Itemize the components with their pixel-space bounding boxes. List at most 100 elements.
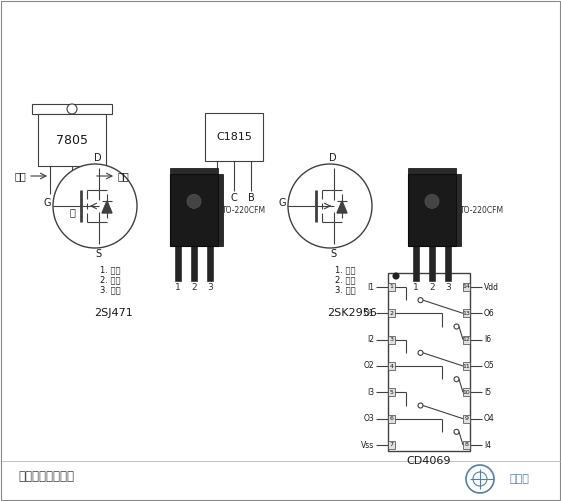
Text: D: D — [94, 153, 102, 163]
Polygon shape — [337, 201, 347, 213]
Bar — [388, 441, 395, 449]
Bar — [218, 174, 223, 246]
Bar — [463, 336, 470, 344]
Text: 1. 栅极: 1. 栅极 — [100, 266, 121, 275]
Text: C1815: C1815 — [216, 132, 252, 142]
Circle shape — [454, 429, 459, 434]
Bar — [456, 174, 461, 246]
Text: 12: 12 — [463, 337, 471, 342]
Text: S: S — [330, 249, 336, 259]
Bar — [191, 244, 197, 281]
Text: TO-220CFM: TO-220CFM — [222, 205, 266, 214]
Text: 13: 13 — [463, 311, 471, 316]
Bar — [388, 415, 395, 423]
Bar — [445, 244, 451, 281]
Text: I4: I4 — [484, 440, 491, 449]
Bar — [175, 244, 181, 281]
Bar — [463, 362, 470, 370]
Text: 3: 3 — [389, 337, 393, 342]
Text: O4: O4 — [484, 414, 495, 423]
Text: 11: 11 — [463, 364, 470, 369]
Text: 百阳辰: 百阳辰 — [510, 474, 530, 484]
Text: 5: 5 — [389, 390, 393, 395]
Circle shape — [67, 104, 77, 114]
Text: 8: 8 — [465, 442, 468, 447]
Text: 输出: 输出 — [118, 171, 130, 181]
Bar — [463, 388, 470, 396]
Bar — [408, 168, 456, 174]
Text: I3: I3 — [367, 388, 374, 397]
Text: I1: I1 — [367, 283, 374, 292]
Circle shape — [418, 298, 423, 303]
Bar — [463, 441, 470, 449]
Bar — [408, 174, 456, 246]
Text: 14: 14 — [463, 285, 471, 290]
Text: C: C — [231, 193, 237, 203]
Bar — [38, 114, 106, 166]
Text: 1. 栅极: 1. 栅极 — [335, 266, 356, 275]
Bar — [388, 362, 395, 370]
Bar — [388, 309, 395, 317]
Polygon shape — [102, 201, 112, 213]
Bar — [207, 244, 213, 281]
Circle shape — [418, 350, 423, 355]
Text: 10: 10 — [463, 390, 470, 395]
Circle shape — [454, 324, 459, 329]
Text: 6: 6 — [389, 416, 393, 421]
Bar — [32, 104, 112, 114]
Text: 3. 源极: 3. 源极 — [100, 286, 121, 295]
Bar — [170, 168, 218, 174]
Circle shape — [454, 377, 459, 382]
Circle shape — [288, 164, 372, 248]
Text: O6: O6 — [484, 309, 495, 318]
Text: G: G — [278, 198, 286, 208]
Text: G: G — [43, 198, 50, 208]
Bar — [463, 415, 470, 423]
Bar — [413, 244, 419, 281]
Circle shape — [187, 194, 201, 208]
Circle shape — [53, 164, 137, 248]
Text: 2: 2 — [191, 284, 197, 293]
Text: 逆变器所用元器件: 逆变器所用元器件 — [18, 469, 74, 482]
Text: I5: I5 — [484, 388, 491, 397]
Text: 7: 7 — [389, 442, 393, 447]
Circle shape — [393, 273, 399, 279]
Text: O2: O2 — [364, 362, 374, 371]
Circle shape — [466, 465, 494, 493]
Text: 1: 1 — [413, 284, 419, 293]
Text: 4: 4 — [389, 364, 393, 369]
Text: S: S — [95, 249, 101, 259]
Text: 3: 3 — [207, 284, 213, 293]
Text: 2. 漏极: 2. 漏极 — [335, 276, 356, 285]
Circle shape — [473, 472, 487, 486]
Circle shape — [418, 403, 423, 408]
Text: Vdd: Vdd — [484, 283, 499, 292]
Text: Vss: Vss — [361, 440, 374, 449]
Bar — [205, 113, 263, 161]
Bar — [388, 273, 470, 451]
Text: CD4069: CD4069 — [407, 456, 451, 466]
Text: 1: 1 — [389, 285, 393, 290]
Text: I6: I6 — [484, 335, 491, 344]
Text: E: E — [214, 193, 220, 203]
Bar — [463, 309, 470, 317]
Text: O3: O3 — [364, 414, 374, 423]
Text: TO-220CFM: TO-220CFM — [460, 205, 504, 214]
Bar — [429, 244, 435, 281]
Circle shape — [425, 194, 439, 208]
Bar — [388, 283, 395, 291]
Text: I2: I2 — [367, 335, 374, 344]
Text: 2SJ471: 2SJ471 — [95, 308, 134, 318]
Text: O5: O5 — [484, 362, 495, 371]
Text: 1: 1 — [175, 284, 181, 293]
Text: B: B — [247, 193, 254, 203]
Text: 2: 2 — [429, 284, 435, 293]
Text: 输入: 输入 — [14, 171, 26, 181]
Text: 2: 2 — [389, 311, 393, 316]
Text: 7805: 7805 — [56, 133, 88, 146]
Text: 9: 9 — [465, 416, 468, 421]
Text: D: D — [329, 153, 337, 163]
Text: 地: 地 — [69, 207, 75, 217]
Bar — [463, 283, 470, 291]
Bar — [170, 174, 218, 246]
